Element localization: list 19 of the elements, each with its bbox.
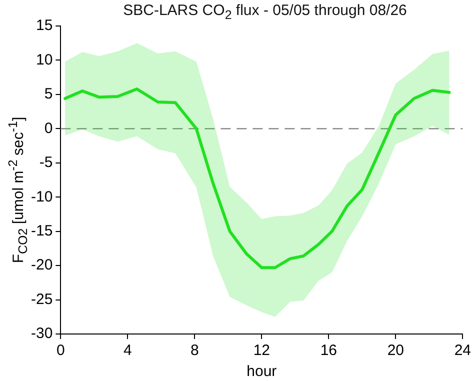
x-tick-label: 12 — [253, 342, 270, 360]
x-tick-label: 4 — [124, 342, 132, 360]
y-tick-label: -30 — [30, 325, 53, 342]
x-axis-title: hour — [246, 363, 277, 380]
chart-title: SBC-LARS CO$_{2}$ flux - 05/05 through 08/26 — [122, 2, 408, 22]
x-tick-label: 16 — [320, 342, 338, 360]
y-tick-label: -15 — [30, 222, 53, 240]
y-tick-label: 5 — [44, 86, 53, 103]
x-tick-label: 20 — [387, 342, 404, 360]
y-tick-label: 0 — [44, 120, 53, 137]
y-tick-label: 15 — [36, 17, 53, 34]
y-tick-label: -10 — [30, 188, 53, 206]
y-tick-label: 10 — [36, 51, 53, 68]
x-tick-label: 24 — [454, 342, 471, 360]
x-tick-label: 0 — [56, 342, 65, 360]
x-tick-label: 8 — [190, 342, 199, 360]
y-tick-label: -20 — [30, 256, 53, 274]
y-tick-label: -5 — [39, 154, 53, 172]
y-tick-label: -25 — [30, 290, 53, 308]
